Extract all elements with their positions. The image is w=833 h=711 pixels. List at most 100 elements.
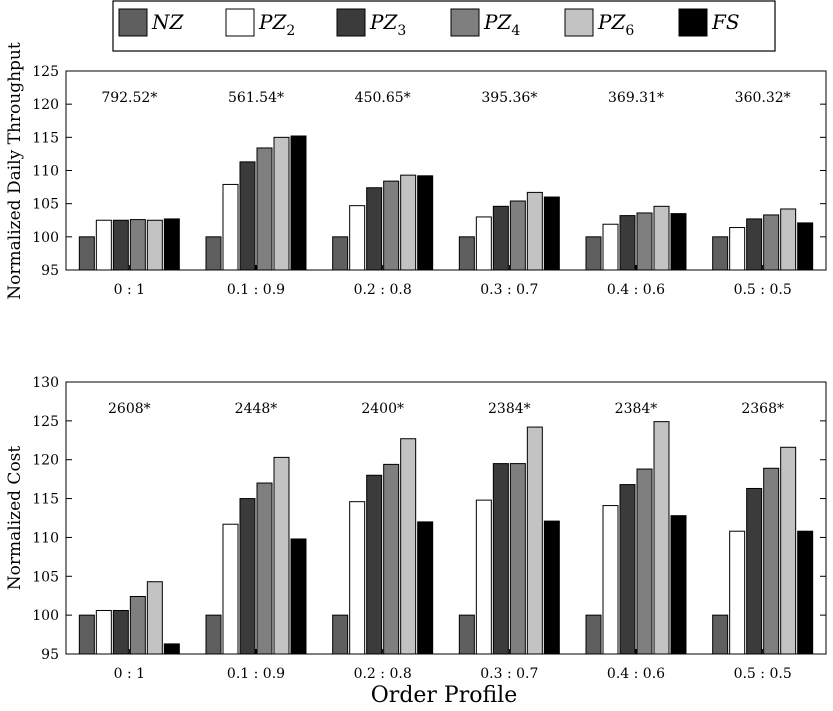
throughput-bar-nz [585, 236, 602, 271]
throughput-bar-pz3 [112, 219, 129, 271]
throughput-bar-nz [205, 236, 222, 271]
cost-bar-pz2 [349, 501, 366, 655]
throughput-x-tick-label: 0 : 1 [114, 282, 145, 298]
cost-x-tick-label: 0.4 : 0.6 [607, 666, 665, 682]
throughput-y-tick-label: 110 [32, 164, 59, 180]
throughput-y-tick-label: 100 [32, 230, 59, 246]
legend-item-fs: FS [678, 8, 740, 37]
legend-label-subscript: 4 [511, 23, 520, 39]
throughput-group-annotation: 561.54* [228, 90, 284, 106]
throughput-bar-pz2 [602, 223, 619, 271]
throughput-bar-nz [78, 236, 95, 271]
cost-bar-pz3 [366, 474, 383, 655]
cost-bar-pz4 [636, 468, 653, 655]
cost-bar-pz3 [239, 498, 256, 655]
throughput-bar-fs [670, 213, 687, 271]
throughput-y-tick-label: 125 [32, 64, 59, 80]
cost-x-tick-label: 0.3 : 0.7 [480, 666, 538, 682]
cost-bar-pz4 [256, 482, 273, 655]
cost-bar-fs [290, 538, 307, 655]
throughput-bar-pz6 [273, 136, 290, 271]
cost-bar-pz3 [492, 463, 509, 655]
cost-bar-pz2 [729, 530, 746, 655]
throughput-y-tick-label: 115 [32, 130, 59, 146]
legend-swatch [678, 8, 708, 37]
throughput-group-annotation: 395.36* [481, 90, 537, 106]
throughput-bar-pz3 [492, 205, 509, 271]
throughput-bar-pz2 [95, 219, 112, 271]
cost-group-annotation: 2400* [361, 401, 404, 417]
cost-bar-pz2 [222, 523, 239, 655]
cost-bar-pz6 [653, 421, 670, 655]
cost-bar-pz2 [475, 499, 492, 655]
cost-y-tick-label: 95 [41, 647, 59, 663]
cost-bar-pz6 [273, 456, 290, 655]
throughput-x-tick-label: 0.3 : 0.7 [480, 282, 538, 298]
throughput-bar-fs [163, 218, 180, 271]
legend-swatch [336, 8, 366, 37]
throughput-y-axis-label: Normalized Daily Throughput [5, 42, 25, 300]
cost-y-tick-label: 105 [32, 569, 59, 585]
throughput-chart: Normalized Daily Throughput 95 100 105 110 1… [5, 42, 827, 300]
cost-group-annotation: 2368* [741, 401, 784, 417]
legend-item-nz: NZ [118, 8, 185, 37]
throughput-bar-pz4 [763, 214, 780, 271]
throughput-bar-fs [797, 222, 814, 271]
cost-y-axis-label: Normalized Cost [5, 446, 25, 591]
legend-label-subscript: 6 [625, 23, 634, 39]
throughput-bar-pz3 [746, 218, 763, 271]
cost-y-tick-label: 110 [32, 530, 59, 546]
cost-y-tick-label: 115 [32, 492, 59, 508]
cost-bar-nz [585, 614, 602, 655]
cost-bar-pz4 [509, 463, 526, 655]
cost-bar-fs [670, 515, 687, 655]
cost-x-tick-label: 0.2 : 0.8 [354, 666, 412, 682]
cost-bar-pz6 [146, 581, 163, 655]
cost-group-annotation: 2448* [235, 401, 278, 417]
throughput-bar-pz4 [636, 212, 653, 271]
throughput-plot-area [65, 70, 827, 271]
throughput-bar-pz6 [780, 208, 797, 271]
throughput-bar-pz3 [366, 187, 383, 271]
legend-swatch [225, 8, 255, 37]
throughput-x-tick-label: 0.2 : 0.8 [354, 282, 412, 298]
throughput-bar-nz [332, 236, 349, 271]
throughput-bar-nz [712, 236, 729, 271]
legend-label: NZ [151, 10, 185, 34]
throughput-bar-fs [417, 175, 434, 271]
throughput-x-tick-label: 0.4 : 0.6 [607, 282, 665, 298]
cost-bar-nz [78, 614, 95, 655]
throughput-group-annotation: 450.65* [355, 90, 411, 106]
cost-bar-pz6 [400, 438, 417, 655]
cost-bar-nz [712, 614, 729, 655]
legend-swatch [118, 8, 148, 37]
throughput-y-tick-label: 95 [41, 263, 59, 279]
throughput-bar-fs [290, 135, 307, 271]
throughput-bar-pz2 [222, 183, 239, 271]
throughput-bar-pz6 [146, 219, 163, 271]
cost-x-tick-label: 0.1 : 0.9 [227, 666, 285, 682]
legend: NZ PZ2 PZ3 PZ4 PZ6 FS [112, 0, 776, 52]
legend-box [112, 0, 776, 52]
cost-x-tick-label: 0.5 : 0.5 [734, 666, 792, 682]
legend-swatch [450, 8, 480, 37]
throughput-group-annotation: 792.52* [101, 90, 157, 106]
cost-bar-pz2 [602, 505, 619, 655]
cost-bar-pz3 [112, 609, 129, 655]
cost-bar-pz3 [746, 487, 763, 655]
cost-bar-pz6 [526, 426, 543, 655]
cost-y-tick-label: 100 [32, 608, 59, 624]
throughput-group-annotation: 360.32* [735, 90, 791, 106]
throughput-bar-pz4 [129, 219, 146, 271]
throughput-y-tick-label: 120 [32, 97, 59, 113]
cost-bar-nz [205, 614, 222, 655]
throughput-bar-pz2 [349, 205, 366, 271]
legend-label-subscript: 3 [397, 23, 406, 39]
legend-swatch [564, 8, 594, 37]
throughput-bar-nz [458, 236, 475, 271]
cost-bar-fs [417, 521, 434, 655]
cost-group-annotation: 2384* [488, 401, 531, 417]
cost-bar-pz4 [763, 467, 780, 655]
throughput-bar-pz2 [475, 216, 492, 271]
